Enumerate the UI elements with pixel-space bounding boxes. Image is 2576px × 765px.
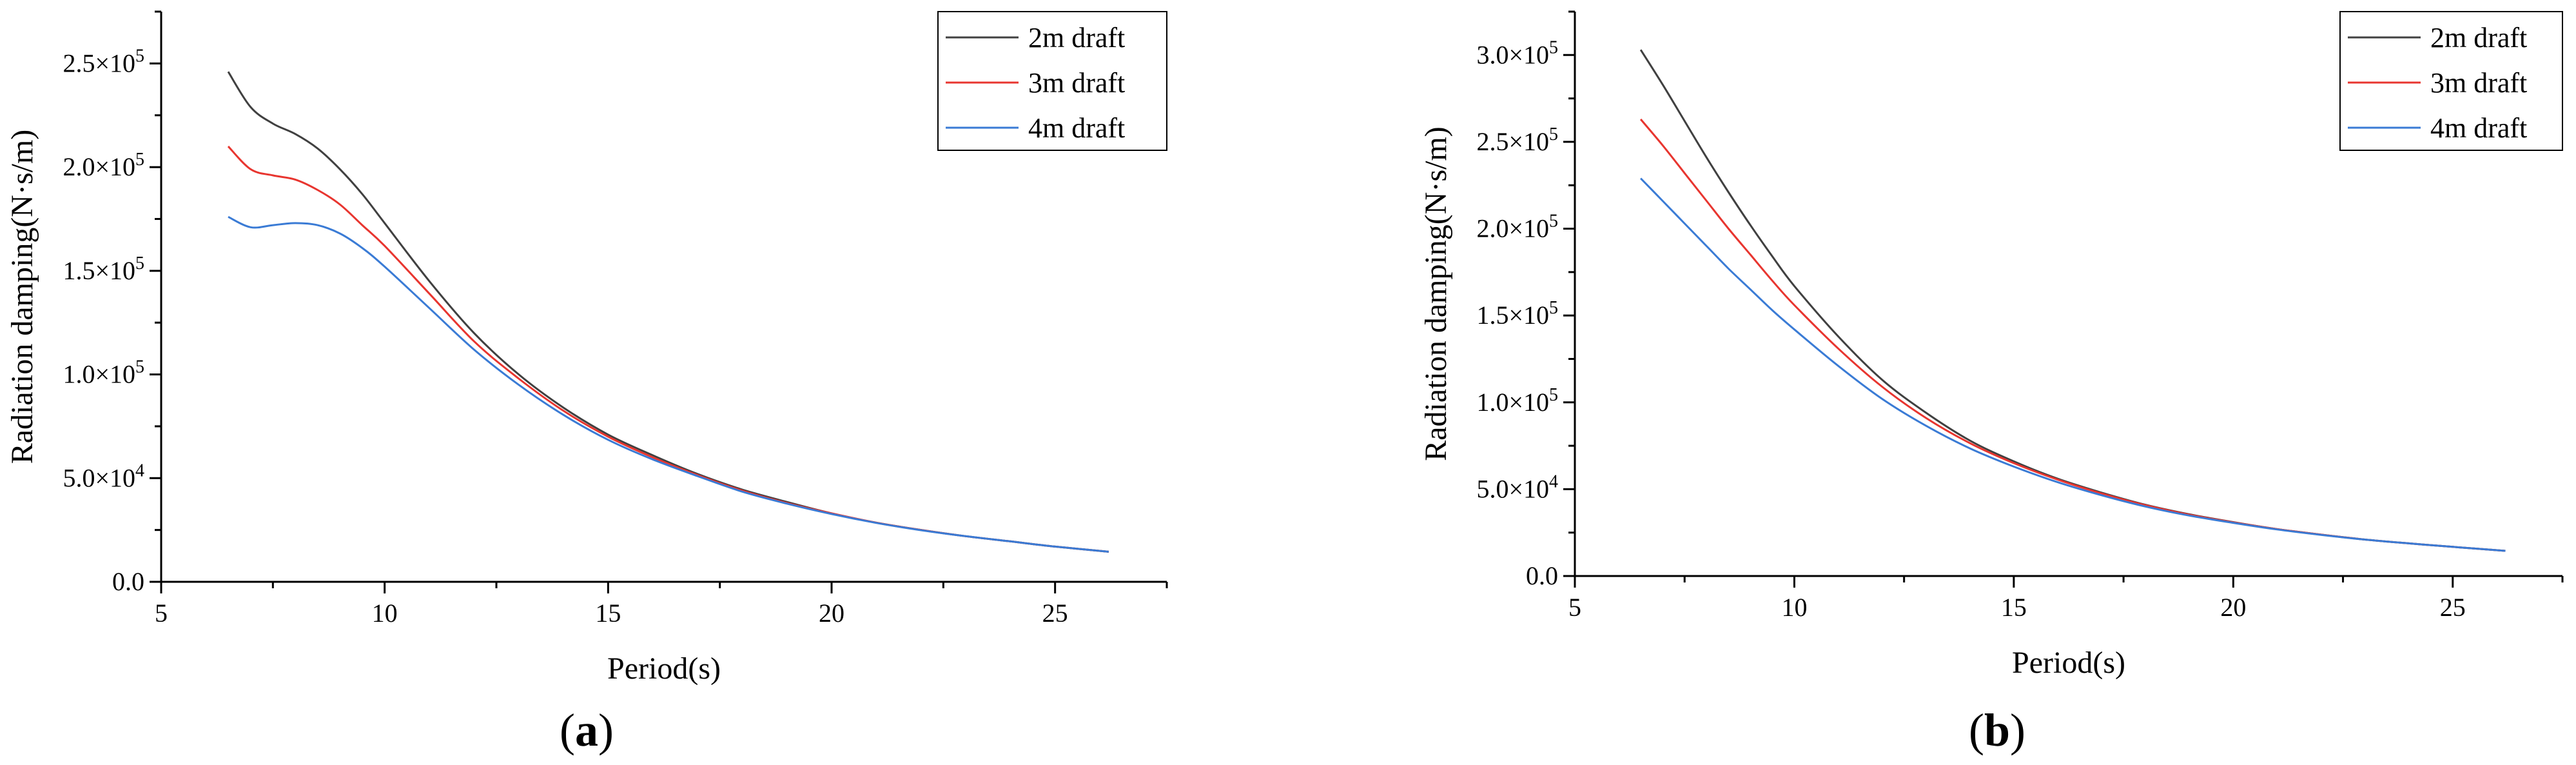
panel-label: (a) (560, 704, 614, 756)
y-tick-label: 2.0×105 (1476, 212, 1558, 243)
x-tick-label: 25 (2440, 593, 2466, 622)
y-tick-label: 5.0×104 (63, 461, 144, 492)
x-tick-label: 10 (1781, 593, 1807, 622)
x-axis-title: Period(s) (2012, 646, 2125, 680)
legend-entry-label: 2m draft (1028, 22, 1125, 54)
y-tick-label: 5.0×104 (1476, 472, 1558, 503)
legend-entry-label: 4m draft (1028, 112, 1125, 144)
x-tick-label: 20 (2220, 593, 2246, 622)
y-tick-label: 2.5×105 (1476, 124, 1558, 156)
series-line-4m-draft (1640, 177, 2506, 552)
legend-entry-label: 2m draft (2430, 22, 2527, 54)
x-tick-label: 10 (372, 599, 398, 628)
x-axis-title: Period(s) (607, 651, 721, 686)
chart-panel-b: 5 10 15 20 25 0.0 5.0×104 1.0×105 1.5×105 2.0×105… (1419, 10, 2564, 756)
x-tick-label: 15 (2001, 593, 2027, 622)
x-tick-label: 5 (155, 599, 168, 628)
y-tick-label: 0.0 (1526, 561, 1558, 590)
y-axis-title: Radiation damping(N·s/m) (1419, 126, 1453, 461)
legend-entry-label: 3m draft (1028, 67, 1125, 99)
series-line-3m-draft (227, 145, 1109, 553)
y-tick-label: 3.0×105 (1476, 37, 1558, 69)
y-axis-title: Radiation damping(N·s/m) (5, 130, 39, 464)
y-tick-label: 1.0×105 (63, 357, 144, 389)
legend-entry-label: 4m draft (2430, 112, 2527, 144)
y-tick-label: 1.0×105 (1476, 385, 1558, 417)
series-line-4m-draft (228, 215, 1109, 553)
legend-entry-label: 3m draft (2430, 67, 2527, 99)
y-tick-label: 1.5×105 (1476, 298, 1558, 330)
legend: 2m draft 3m draft 4m draft (2339, 11, 2563, 151)
x-tick-label: 20 (819, 599, 844, 628)
x-tick-label: 5 (1568, 593, 1581, 622)
y-tick-label: 2.0×105 (63, 150, 144, 181)
y-tick-label: 1.5×105 (63, 253, 144, 285)
y-tick-label: 0.0 (112, 567, 144, 596)
legend: 2m draft 3m draft 4m draft (937, 11, 1167, 151)
x-tick-label: 25 (1042, 599, 1068, 628)
x-tick-label: 15 (595, 599, 621, 628)
chart-panel-a: 5 10 15 20 25 0.0 5.0×104 1.0×105 1.5×105 2.0×105… (5, 10, 1168, 756)
panel-label: (b) (1969, 704, 2025, 756)
y-tick-label: 2.5×105 (63, 46, 144, 77)
